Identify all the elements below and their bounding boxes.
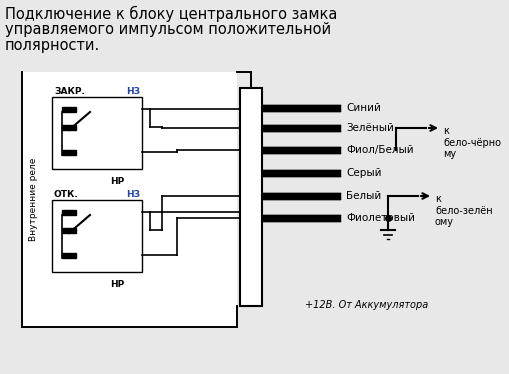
Bar: [52, 200, 142, 272]
Bar: [22, 72, 237, 327]
Text: к
бело-зелён
ому: к бело-зелён ому: [434, 194, 492, 227]
Bar: [240, 88, 262, 306]
Bar: [62, 228, 76, 233]
Text: управляемого импульсом положительной: управляемого импульсом положительной: [5, 22, 330, 37]
Text: полярности.: полярности.: [5, 38, 100, 53]
Text: ОТК.: ОТК.: [54, 190, 78, 199]
Bar: [62, 210, 76, 215]
Text: НЗ: НЗ: [126, 87, 140, 96]
Text: НР: НР: [109, 280, 124, 289]
Text: ЗАКР.: ЗАКР.: [54, 87, 84, 96]
Text: Фиол/Белый: Фиол/Белый: [345, 145, 413, 155]
Text: Синий: Синий: [345, 103, 380, 113]
Bar: [62, 107, 76, 112]
Text: НЗ: НЗ: [126, 190, 140, 199]
Text: к
бело-чёрно
му: к бело-чёрно му: [442, 126, 500, 159]
Text: НР: НР: [109, 177, 124, 186]
Text: Подключение к блоку центрального замка: Подключение к блоку центрального замка: [5, 6, 337, 22]
Bar: [62, 125, 76, 130]
Text: Серый: Серый: [345, 168, 381, 178]
Bar: [62, 150, 76, 155]
Bar: [52, 97, 142, 169]
Text: +12В. От Аккумулятора: +12В. От Аккумулятора: [304, 300, 428, 310]
Bar: [62, 253, 76, 258]
Text: Белый: Белый: [345, 191, 381, 201]
Text: Внутренние реле: Внутренние реле: [30, 158, 38, 241]
Text: Фиолетовый: Фиолетовый: [345, 213, 414, 223]
Text: Зелёный: Зелёный: [345, 123, 393, 133]
